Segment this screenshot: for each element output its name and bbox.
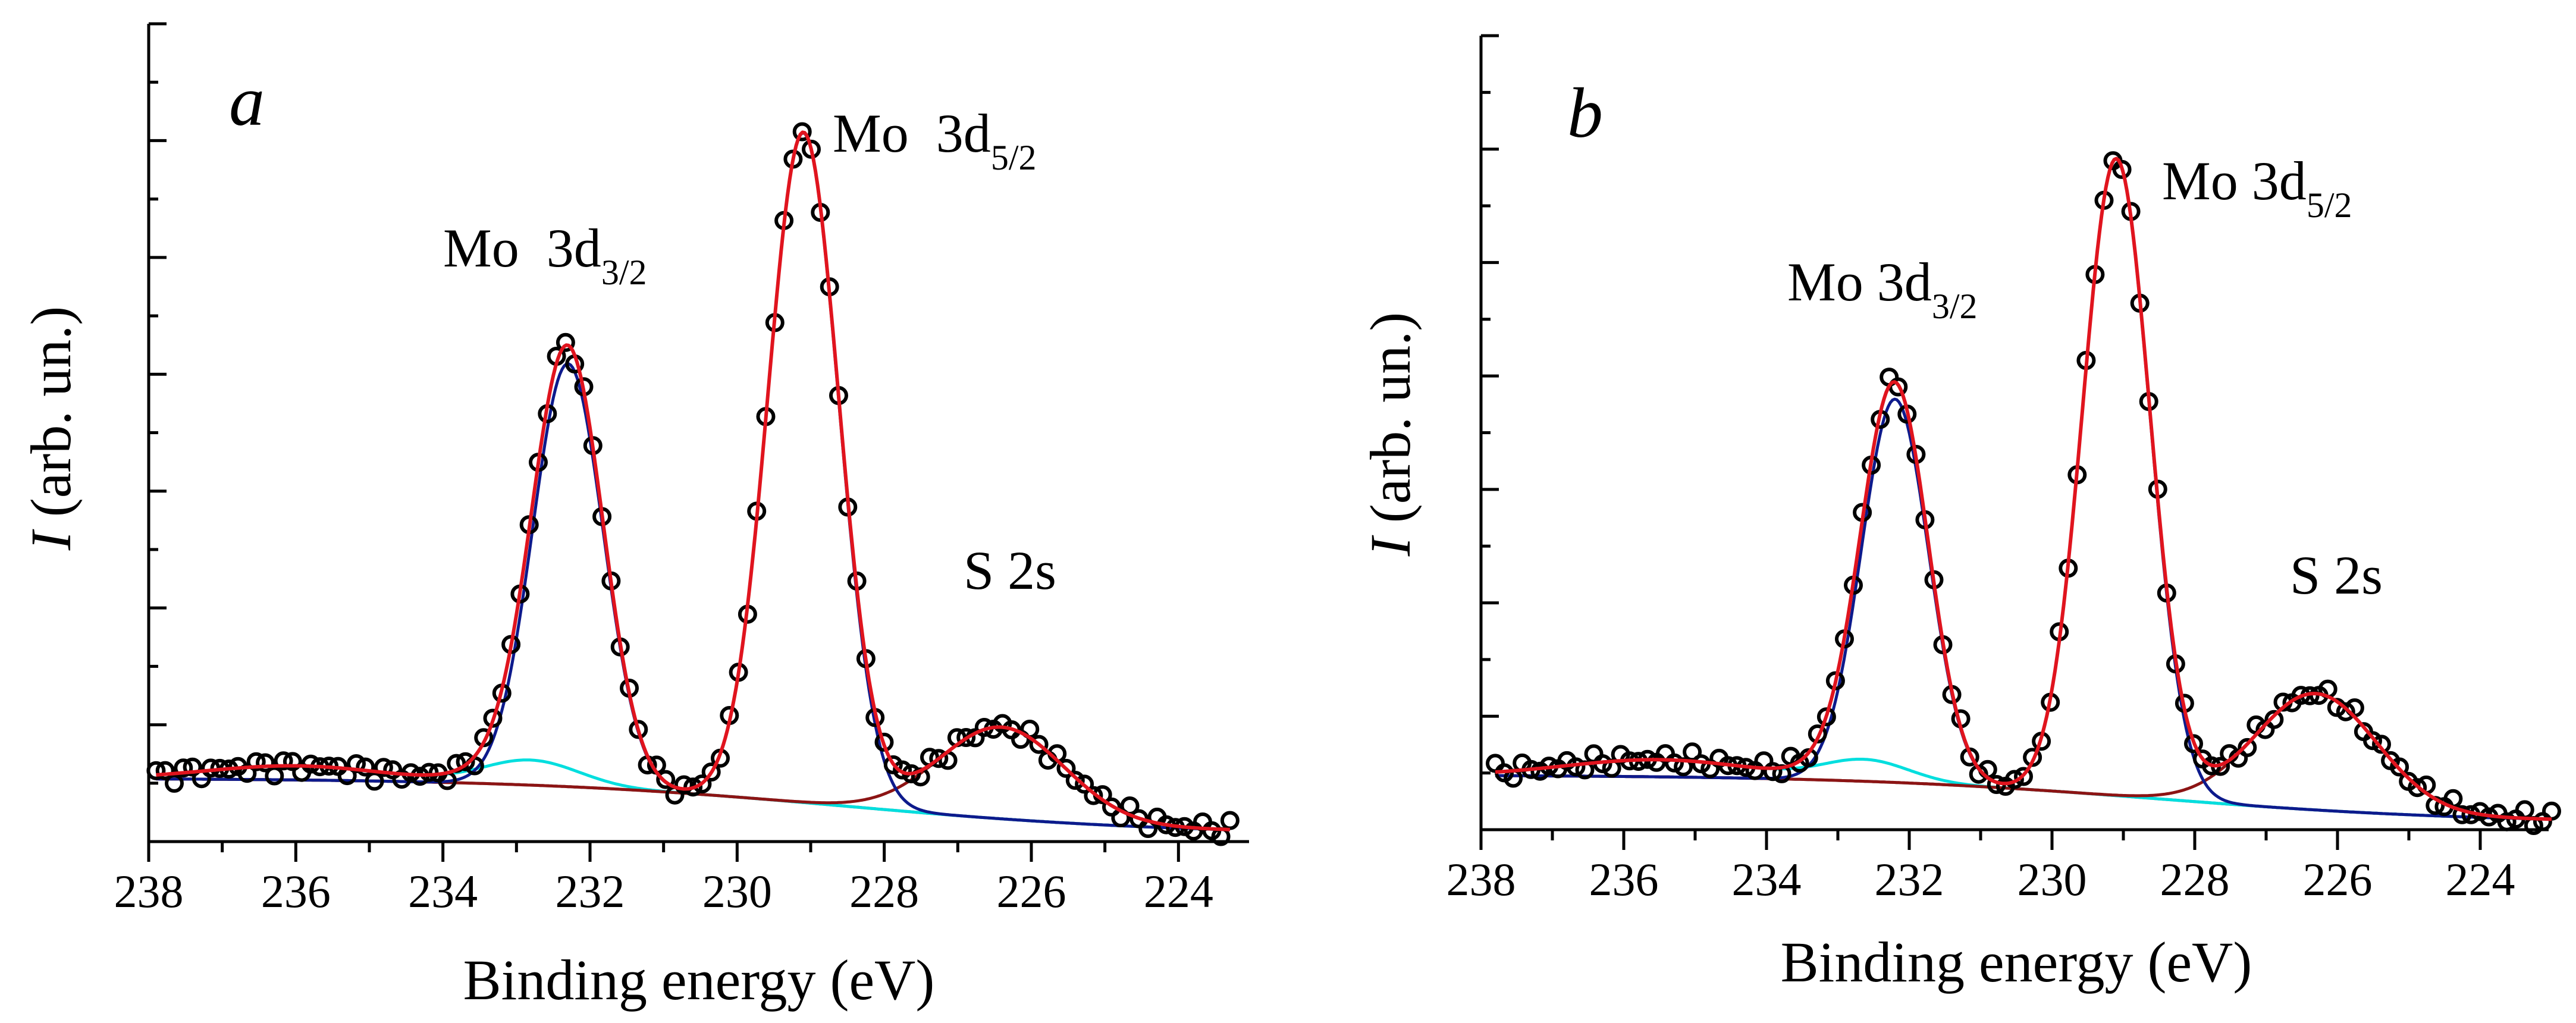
- panel-a-data-point: [1102, 797, 1121, 817]
- panel-a-data-point: [265, 766, 284, 786]
- panel-b-x-tick-label: 236: [1589, 853, 1659, 905]
- panel-a-mo3d-component-curve: [156, 131, 1230, 831]
- panel-a-data-point: [374, 758, 393, 777]
- panel-a-x-tick-label: 230: [702, 865, 772, 917]
- panel-a-envelope-fit-curve: [156, 130, 1230, 831]
- panel-a-data-point: [183, 757, 202, 777]
- panel-b-data-point: [1665, 753, 1684, 773]
- panel-a-data-point: [456, 752, 475, 771]
- panel-a-data-point: [356, 757, 375, 777]
- panel-a: 238 236 234 232 230 228 226 224 a Mo 3d3/2 Mo 3…: [19, 22, 1249, 1012]
- panel-a-data-point: [929, 749, 949, 768]
- panel-a-data-point: [347, 754, 366, 773]
- panel-b-x-title: Binding energy (eV): [1781, 930, 2252, 994]
- panel-a-data-point: [256, 753, 275, 773]
- panel-b-mo3d-component-curve: [1495, 158, 2552, 821]
- panel-a-mo3d52-label: Mo 3d5/2: [833, 103, 1036, 177]
- panel-b-data-point: [2363, 731, 2382, 751]
- panel-b-data-point: [2452, 805, 2472, 824]
- panel-a-data-point: [419, 762, 439, 782]
- panel-b-data-point: [1763, 762, 1783, 782]
- panel-b-x-tick-label: 234: [1732, 853, 1802, 905]
- panel-a-x-tick-label: 226: [997, 865, 1066, 917]
- panel-b-data-point: [2390, 757, 2409, 777]
- panel-b-data-point: [2264, 710, 2284, 729]
- panel-a-data-point: [701, 762, 721, 782]
- panel-b-data-point: [2542, 801, 2561, 821]
- panel-a-data-point: [692, 774, 712, 794]
- panel-a-data-point: [792, 122, 812, 142]
- panel-a-data-point: [1075, 774, 1094, 794]
- panel-a-data-point: [301, 754, 321, 774]
- panel-a-label: a: [229, 61, 265, 140]
- panel-b-x-tick-label: 228: [2160, 853, 2230, 905]
- panel-b-s2s-label: S 2s: [2290, 545, 2383, 605]
- panel-b-mo3d52-label: Mo 3d5/2: [2162, 150, 2352, 225]
- panel-b-data-point: [2014, 767, 2033, 786]
- panel-a-x-tick-label: 238: [114, 865, 184, 917]
- panel-a-data-point: [165, 773, 184, 793]
- panel-b-data-point: [2372, 735, 2391, 754]
- panel-b-data-point: [1816, 707, 1836, 727]
- panel-b-ticks: 238 236 234 232 230 228 226 224: [1447, 34, 2515, 905]
- panel-a-mo3d32-label: Mo 3d3/2: [443, 218, 647, 292]
- panel-a-data-point: [1065, 771, 1085, 790]
- panel-b-plot-area: [1486, 151, 2561, 835]
- panel-a-data-point: [283, 752, 302, 771]
- panel-a-x-tick-label: 232: [556, 865, 625, 917]
- panel-b-data-point: [2336, 702, 2355, 721]
- panel-a-x-tick-label: 228: [849, 865, 919, 917]
- panel-b-data-point: [2408, 778, 2427, 798]
- panel-a-data-point: [246, 752, 266, 771]
- panel-a-data-point: [1056, 758, 1076, 778]
- panel-b-x-tick-label: 238: [1447, 853, 1516, 905]
- panel-a-data-point: [1084, 786, 1103, 805]
- panel-b-envelope-fit-curve: [1495, 156, 2552, 821]
- panel-a-x-tick-label: 236: [261, 865, 331, 917]
- panel-a-data-point: [1029, 735, 1049, 754]
- panel-b: 238 236 234 232 230 228 226 224 b Mo 3d3/2 Mo 3…: [1358, 34, 2561, 994]
- panel-b-data-point: [2515, 800, 2534, 820]
- panel-a-s2s-label: S 2s: [964, 540, 1056, 601]
- panel-b-x-tick-label: 226: [2303, 853, 2373, 905]
- panel-a-ticks: 238 236 234 232 230 228 226 224: [114, 22, 1213, 917]
- panel-b-data-point: [1486, 754, 1505, 773]
- panel-b-data-point: [2238, 738, 2257, 757]
- panel-a-data-point: [893, 760, 912, 780]
- panel-a-data-point: [1220, 811, 1240, 830]
- panel-a-data-point: [274, 751, 293, 771]
- panel-b-x-tick-label: 232: [1875, 853, 1944, 905]
- panel-b-data-point: [1584, 744, 1604, 764]
- panel-a-data-point: [956, 728, 976, 747]
- panel-a-data-point: [683, 777, 703, 797]
- panel-b-data-point: [2184, 734, 2203, 754]
- panel-a-data-point: [656, 770, 676, 789]
- panel-a-data-point: [365, 771, 384, 791]
- panel-a-data-point: [674, 775, 694, 795]
- panel-b-x-tick-label: 224: [2446, 853, 2515, 905]
- panel-a-plot-area: [146, 122, 1240, 846]
- panel-a-data-point: [174, 758, 193, 778]
- panel-b-data-point: [2004, 770, 2024, 789]
- panel-a-data-point: [556, 332, 575, 352]
- panel-a-data-point: [155, 761, 175, 780]
- panel-a-data-point: [237, 764, 257, 783]
- panel-a-x-title: Binding energy (eV): [463, 948, 935, 1012]
- panel-a-data-point: [629, 720, 648, 739]
- panel-b-mo3d32-label: Mo 3d3/2: [1787, 252, 1977, 326]
- panel-b-x-tick-label: 230: [2017, 853, 2087, 905]
- panel-b-label: b: [1567, 73, 1603, 152]
- panel-b-data-point: [2112, 159, 2132, 179]
- panel-b-y-title: I (arb. un.): [1358, 312, 1422, 557]
- panel-a-x-tick-label: 234: [408, 865, 478, 917]
- panel-a-y-title: I (arb. un.): [19, 306, 83, 551]
- panel-a-x-tick-label: 224: [1144, 865, 1213, 917]
